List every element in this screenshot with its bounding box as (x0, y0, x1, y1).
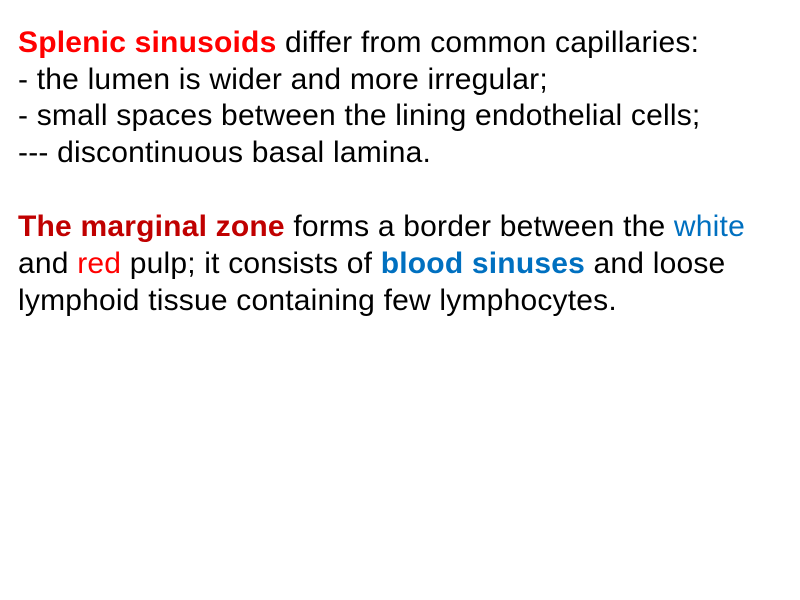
p2-text-3: pulp; it consists of (121, 247, 381, 280)
paragraph-2: The marginal zone forms a border between… (18, 209, 782, 319)
term-marginal-zone: The marginal zone (18, 210, 285, 243)
paragraph-1: Splenic sinusoids differ from common cap… (18, 25, 782, 171)
p1-continuation: differ from common capillaries: (276, 26, 699, 59)
paragraph-spacer (18, 171, 782, 209)
term-red: red (77, 247, 121, 280)
bullet-spaces: - small spaces between the lining endoth… (18, 99, 700, 132)
term-splenic-sinusoids: Splenic sinusoids (18, 26, 276, 59)
slide-content: Splenic sinusoids differ from common cap… (18, 25, 782, 319)
p2-text-1: forms a border between the (285, 210, 674, 243)
bullet-lumen: - the lumen is wider and more irregular; (18, 63, 548, 96)
bullet-lamina: --- discontinuous basal lamina. (18, 136, 431, 169)
term-blood-sinuses: blood sinuses (381, 247, 585, 280)
term-white: white (674, 210, 745, 243)
p2-text-2: and (18, 247, 77, 280)
